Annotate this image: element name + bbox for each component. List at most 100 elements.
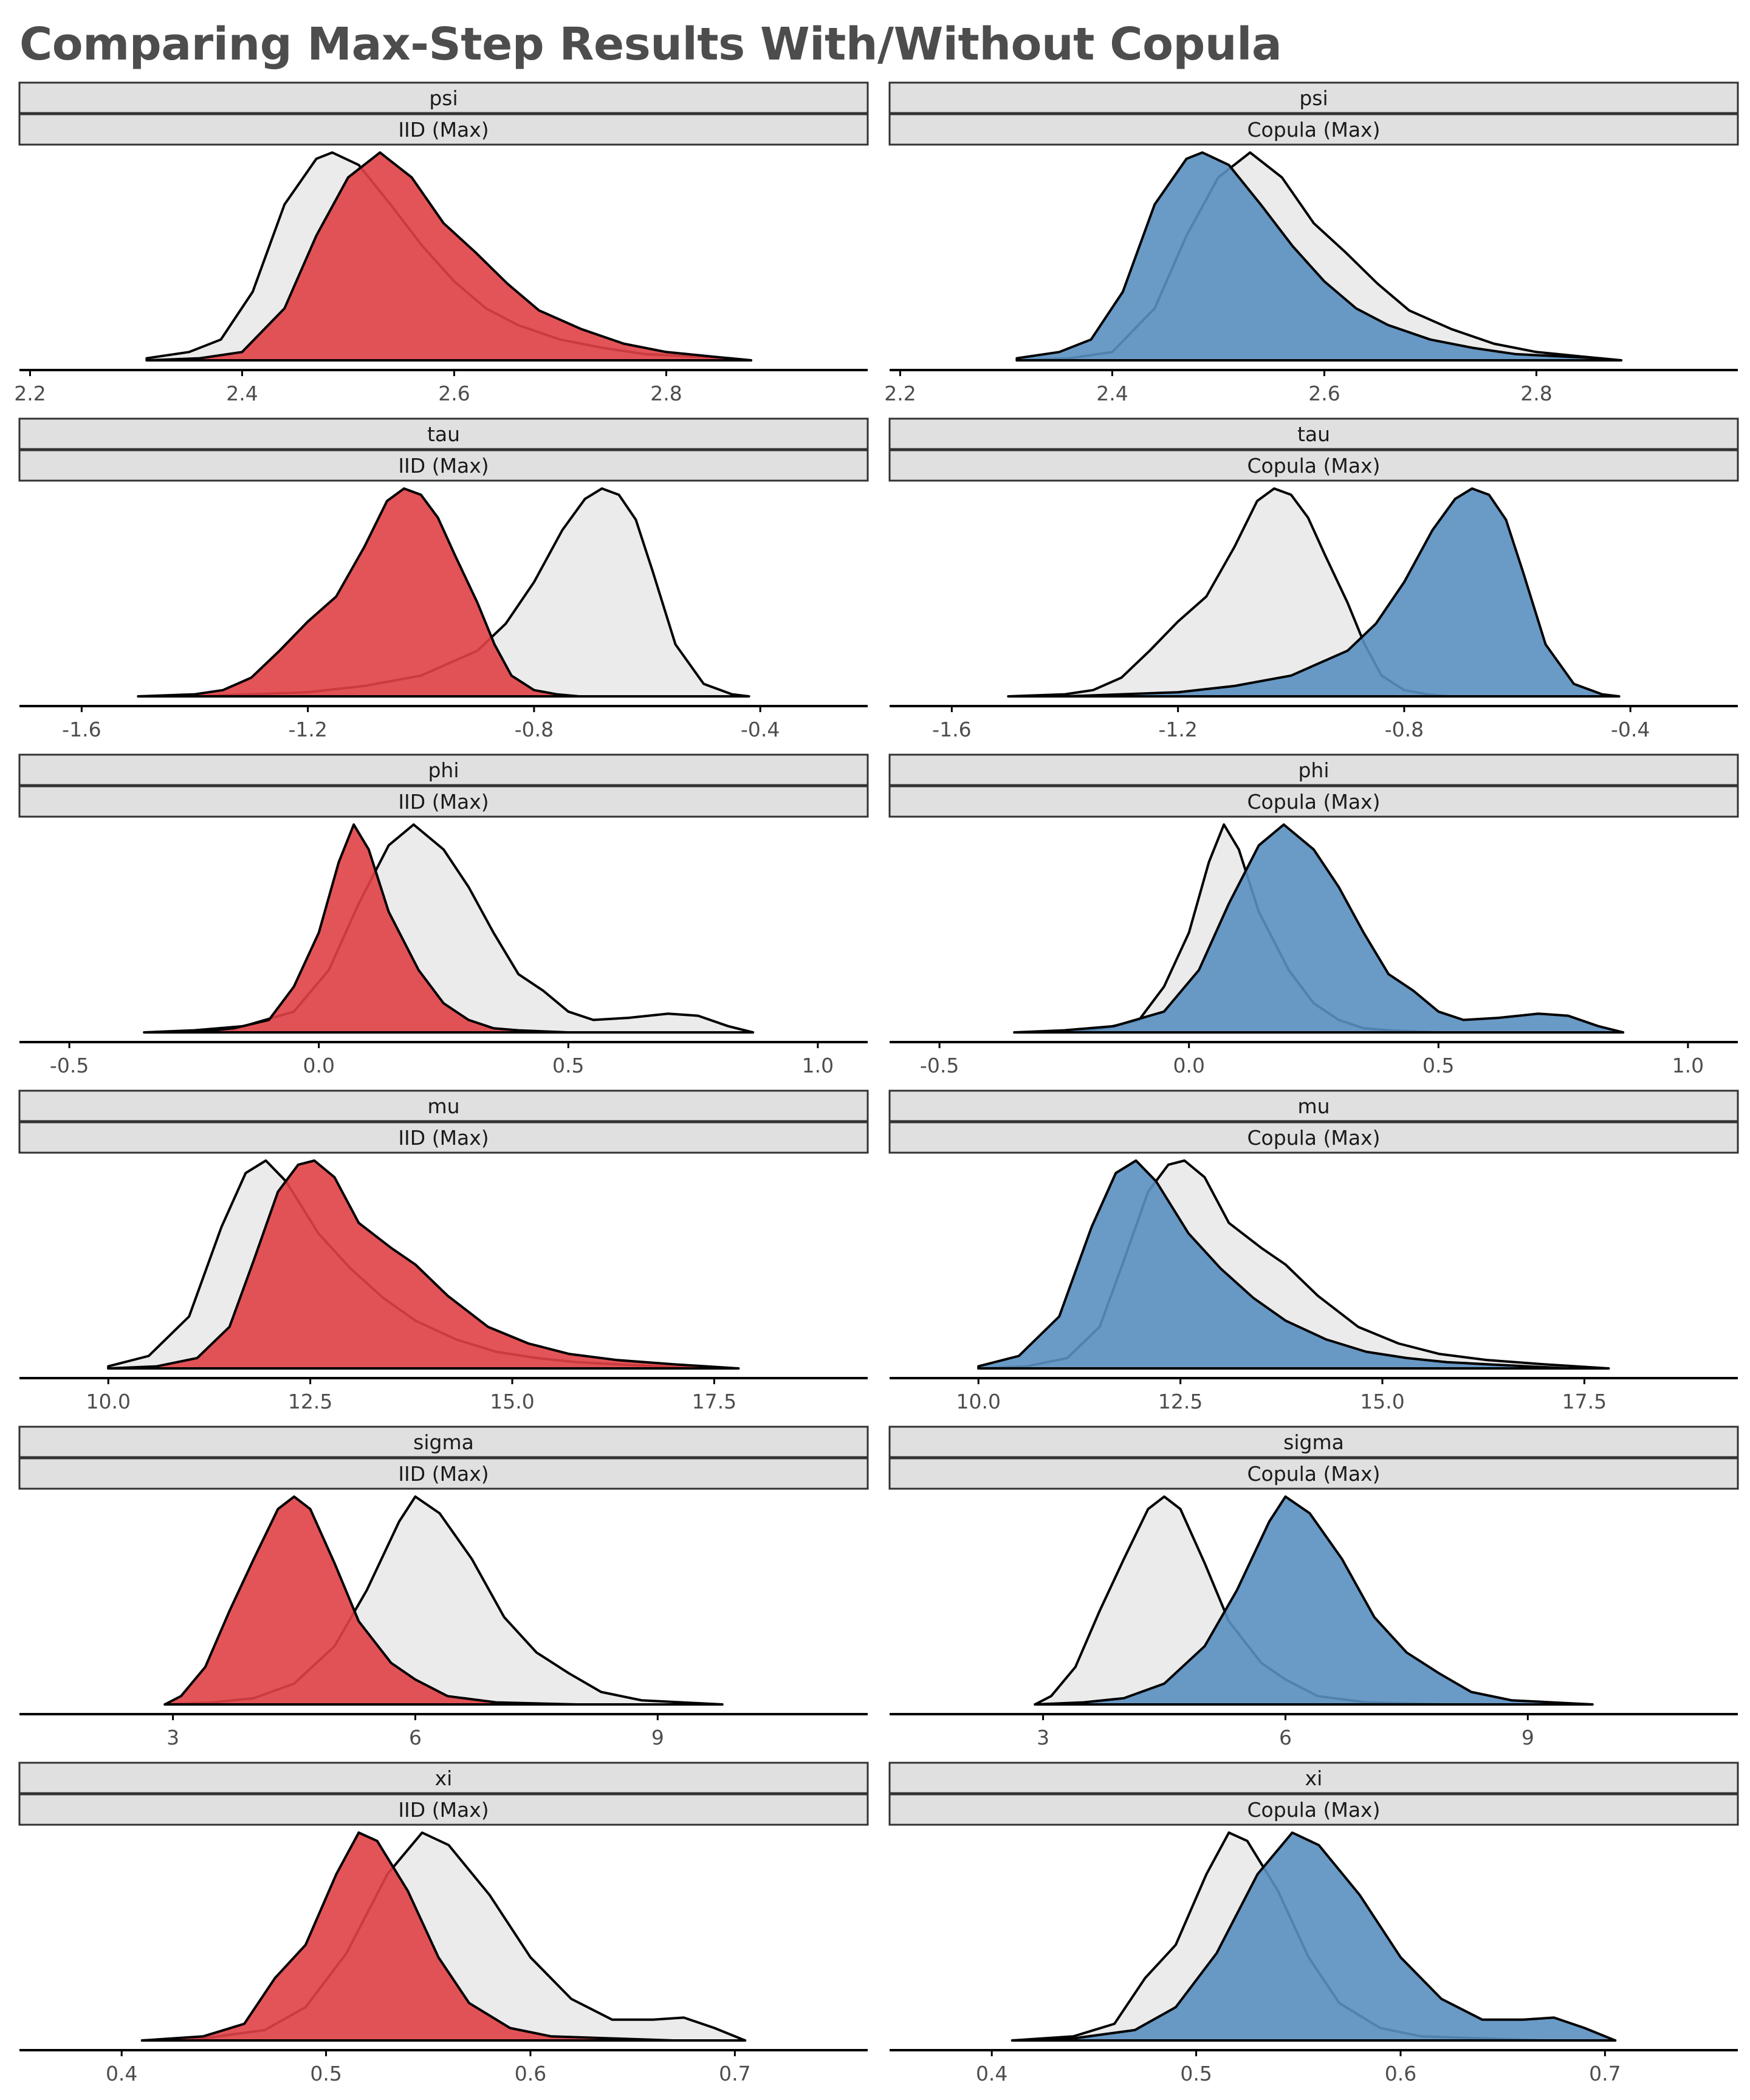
x-tick-label: -0.5: [920, 1054, 959, 1077]
density-highlight: [1034, 1495, 1594, 1706]
x-tick-label: 0.5: [1422, 1054, 1454, 1077]
strip-parameter-label: tau: [1297, 422, 1330, 446]
strip-method: IID (Max): [18, 449, 869, 482]
strip-method: IID (Max): [18, 1457, 869, 1490]
x-tick-label: 0.0: [303, 1054, 334, 1077]
x-tick-label: 0.5: [310, 2062, 341, 2085]
x-tick-label: 10.0: [86, 1390, 131, 1413]
x-tick-label: 6: [1279, 1726, 1292, 1749]
density-highlight: [145, 151, 752, 362]
strip-parameter-label: phi: [1298, 758, 1329, 782]
facet-panel-phi-iid: phi IID (Max) -0.5 0.0 0.5 1.0: [18, 753, 869, 1077]
strip-parameter-label: phi: [428, 758, 459, 782]
x-tick-label: -0.4: [741, 718, 780, 741]
strip-parameter-box: [888, 1089, 1739, 1122]
strip-parameter: mu: [888, 1089, 1739, 1122]
strip-method-box: [888, 113, 1739, 146]
strip-method-label: Copula (Max): [1247, 790, 1381, 814]
density-highlight: [1015, 151, 1622, 362]
density-highlight: [107, 1159, 740, 1370]
strip-method-label: Copula (Max): [1247, 1126, 1381, 1150]
x-tick-label: 15.0: [490, 1390, 534, 1413]
strip-parameter-label: psi: [1299, 86, 1328, 110]
strip-method-label: Copula (Max): [1247, 1798, 1381, 1822]
strip-method-box: [18, 449, 869, 482]
strip-parameter: tau: [18, 417, 869, 450]
facet-panel-psi-copula: psi Copula (Max) 2.2 2.4 2.6 2.8: [884, 81, 1739, 405]
x-tick-label: 2.8: [650, 382, 682, 405]
x-tick-label: 0.6: [515, 2062, 546, 2085]
facet-panel-phi-copula: phi Copula (Max) -0.5 0.0 0.5 1.0: [888, 753, 1739, 1077]
strip-parameter-label: tau: [427, 422, 460, 446]
x-tick-label: 12.5: [288, 1390, 332, 1413]
strip-method-box: [888, 1793, 1739, 1826]
strip-parameter: mu: [18, 1089, 869, 1122]
strip-parameter-box: [888, 1426, 1739, 1458]
strip-method: Copula (Max): [888, 449, 1739, 482]
strip-method: Copula (Max): [888, 1121, 1739, 1154]
x-tick-label: 2.4: [1096, 382, 1128, 405]
strip-parameter: tau: [888, 417, 1739, 450]
strip-parameter-label: mu: [427, 1094, 459, 1118]
strip-method: Copula (Max): [888, 1457, 1739, 1490]
strip-parameter: sigma: [888, 1426, 1739, 1458]
facet-panel-sigma-copula: sigma Copula (Max) 3 6 9: [888, 1426, 1739, 1749]
strip-method: IID (Max): [18, 113, 869, 146]
strip-parameter-label: xi: [1305, 1766, 1323, 1790]
density-highlight: [977, 1159, 1610, 1370]
x-tick-label: 10.0: [956, 1390, 1001, 1413]
x-tick-label: -1.6: [62, 718, 101, 741]
strip-method: IID (Max): [18, 1793, 869, 1826]
strip-method: IID (Max): [18, 785, 869, 818]
strip-method: Copula (Max): [888, 785, 1739, 818]
strip-method: Copula (Max): [888, 1793, 1739, 1826]
strip-method-box: [18, 1457, 869, 1490]
density-highlight: [137, 487, 581, 698]
strip-parameter-box: [888, 81, 1739, 114]
x-tick-label: 15.0: [1360, 1390, 1404, 1413]
density-highlight: [163, 1495, 724, 1706]
x-tick-label: 0.5: [1180, 2062, 1212, 2085]
strip-parameter-label: sigma: [1283, 1430, 1344, 1454]
facet-panel-xi-iid: xi IID (Max) 0.4 0.5 0.6 0.7: [18, 1762, 869, 2085]
strip-method-label: IID (Max): [398, 1462, 489, 1486]
x-tick-label: 0.4: [106, 2062, 137, 2085]
x-tick-label: 17.5: [692, 1390, 736, 1413]
strip-method-box: [18, 1793, 869, 1826]
density-highlight: [140, 1831, 747, 2042]
strip-parameter-label: xi: [435, 1766, 453, 1790]
x-tick-label: -0.5: [50, 1054, 89, 1077]
strip-method-box: [18, 785, 869, 818]
facet-panel-sigma-iid: sigma IID (Max) 3 6 9: [18, 1426, 869, 1749]
strip-method-label: IID (Max): [398, 118, 489, 142]
strip-parameter-label: sigma: [413, 1430, 474, 1454]
strip-parameter: psi: [18, 81, 869, 114]
x-tick-label: 3: [166, 1726, 179, 1749]
strip-method-label: IID (Max): [398, 1126, 489, 1150]
x-tick-label: 3: [1037, 1726, 1049, 1749]
strip-method-label: IID (Max): [398, 790, 489, 814]
strip-parameter-box: [888, 753, 1739, 786]
x-tick-label: 2.2: [14, 382, 46, 405]
strip-parameter-box: [18, 417, 869, 450]
strip-method-box: [888, 785, 1739, 818]
strip-method-box: [888, 1457, 1739, 1490]
x-tick-label: -0.8: [515, 718, 554, 741]
strip-parameter: phi: [18, 753, 869, 786]
chart-title: Comparing Max-Step Results With/Without …: [19, 18, 1282, 70]
strip-parameter: phi: [888, 753, 1739, 786]
strip-parameter-label: mu: [1297, 1094, 1330, 1118]
facet-panel-tau-iid: tau IID (Max) -1.6 -1.2 -0.8 -0.4: [18, 417, 869, 741]
facet-panel-mu-copula: mu Copula (Max) 10.0 12.5 15.0 17.5: [888, 1089, 1739, 1413]
strip-parameter-label: psi: [429, 86, 458, 110]
strip-parameter: xi: [18, 1762, 869, 1794]
x-tick-label: -0.8: [1385, 718, 1424, 741]
strip-parameter-box: [18, 1762, 869, 1794]
facet-panel-psi-iid: psi IID (Max) 2.2 2.4 2.6 2.8: [14, 81, 869, 405]
strip-method: Copula (Max): [888, 113, 1739, 146]
x-tick-label: 0.4: [976, 2062, 1007, 2085]
density-highlight: [1011, 1831, 1617, 2042]
density-highlight: [143, 823, 755, 1034]
x-tick-label: 1.0: [1672, 1054, 1704, 1077]
